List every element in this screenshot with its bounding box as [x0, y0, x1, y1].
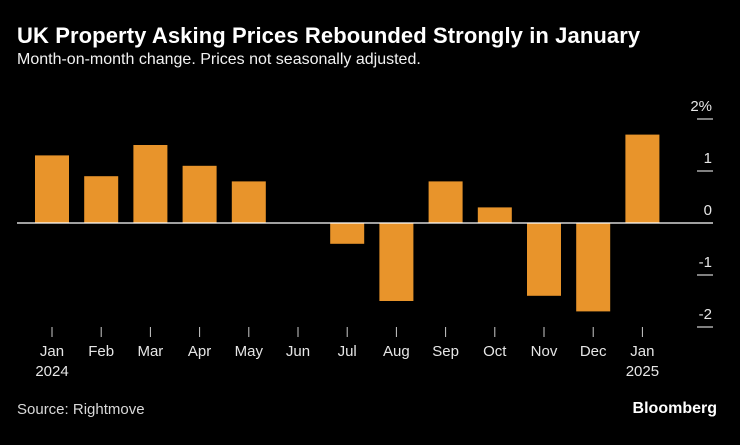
bar-jan-12	[625, 134, 660, 223]
bar-aug-7	[379, 223, 414, 301]
x-tick-label: Apr	[188, 343, 211, 360]
bar-feb-1	[84, 176, 119, 223]
y-tick-label: 2%	[690, 98, 712, 115]
y-tick-label: 1	[704, 150, 712, 167]
bar-sep-8	[428, 181, 463, 223]
x-tick-label: Oct	[483, 343, 507, 360]
bar-jul-6	[330, 223, 365, 244]
y-tick-label: 0	[704, 202, 712, 219]
y-axis: 2% 1 0 -1 -2	[690, 98, 713, 328]
bar-may-4	[231, 181, 266, 223]
bar-mar-2	[133, 145, 168, 223]
bloomberg-logo: Bloomberg	[632, 400, 717, 417]
x-tick-label: May	[235, 343, 264, 360]
y-tick-label: -2	[699, 306, 712, 323]
x-tick-label: Jan	[40, 343, 64, 360]
x-tick-label: Mar	[137, 343, 163, 360]
x-tick-label: Jan	[630, 343, 654, 360]
chart-title: UK Property Asking Prices Rebounded Stro…	[17, 23, 641, 48]
bar-apr-3	[182, 165, 217, 223]
x-tick-label: Jul	[338, 343, 357, 360]
x-year-label: 2024	[35, 363, 68, 380]
bar-dec-11	[576, 223, 611, 312]
y-tick-label: -1	[699, 254, 712, 271]
x-axis: Jan 2024 Feb Mar Apr May Jun Jul Aug Sep Oct Nov Dec…	[35, 327, 659, 380]
source-note: Source: Rightmove	[17, 401, 145, 418]
x-tick-label: Feb	[88, 343, 114, 360]
bar-nov-10	[527, 223, 561, 296]
bar-jan-0	[35, 155, 69, 223]
x-tick-label: Dec	[580, 343, 607, 360]
x-tick-label: Jun	[286, 343, 310, 360]
x-year-label: 2025	[626, 363, 659, 380]
bars-layer	[35, 134, 660, 312]
x-tick-label: Aug	[383, 343, 410, 360]
x-tick-label: Nov	[531, 343, 558, 360]
x-tick-label: Sep	[432, 343, 459, 360]
bar-oct-9	[477, 207, 512, 223]
chart-subtitle: Month-on-month change. Prices not season…	[17, 51, 421, 68]
